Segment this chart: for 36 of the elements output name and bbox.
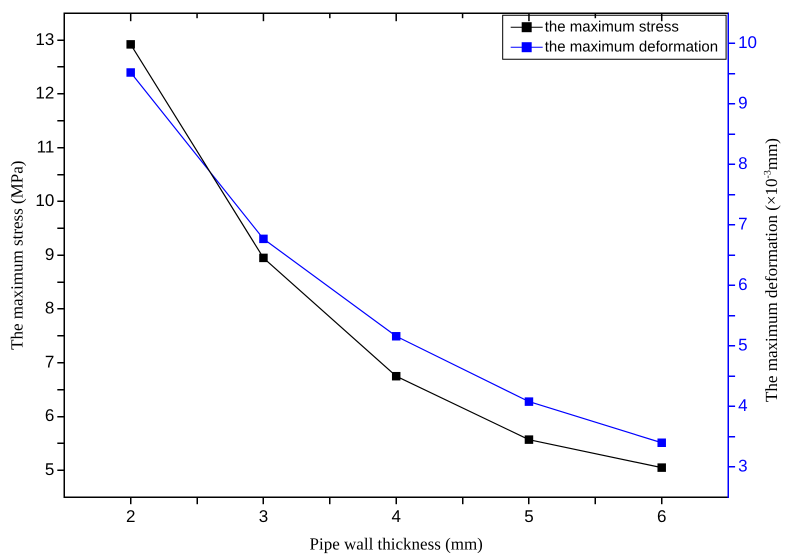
y-tick-label: 5 [44,460,54,479]
point [126,40,135,49]
x-axis-title: Pipe wall thickness (mm) [310,534,483,554]
y-tick-label: 8 [44,298,54,318]
x-tick-label: 2 [126,507,136,526]
x-tick-label: 3 [258,507,268,526]
x-tick-label: 4 [391,507,401,526]
y2-tick-label: 6 [738,275,748,294]
y-tick-label: 13 [35,30,54,49]
y2-tick-label: 4 [738,396,748,416]
y-tick-label: 11 [36,137,54,156]
x-tick-label: 6 [656,507,666,526]
point [657,463,666,472]
y2-tick-label: 10 [738,33,758,52]
y-tick-label: 7 [44,352,54,372]
point [524,435,534,444]
point [524,397,534,406]
y2-tick-label: 8 [738,154,748,174]
y2-tick-label: 9 [738,94,748,113]
point [392,372,400,380]
y2-tick-label: 7 [738,214,748,234]
x-tick-label: 5 [524,507,534,526]
point [392,332,400,341]
y-axis-title: The maximum stress (MPa) [8,160,27,350]
point [657,438,666,447]
y-tick-label: 6 [44,406,54,426]
point [126,68,135,77]
legend-label: the maximum deformation [544,38,718,56]
point [259,234,268,244]
legend-label: the maximum stress [544,18,679,36]
y2-tick-label: 5 [738,336,748,355]
point [259,254,268,262]
y-tick-label: 9 [44,244,54,264]
y-tick-label: 10 [35,191,54,210]
y2-tick-label: 3 [738,456,748,476]
y-tick-label: 12 [35,84,54,103]
